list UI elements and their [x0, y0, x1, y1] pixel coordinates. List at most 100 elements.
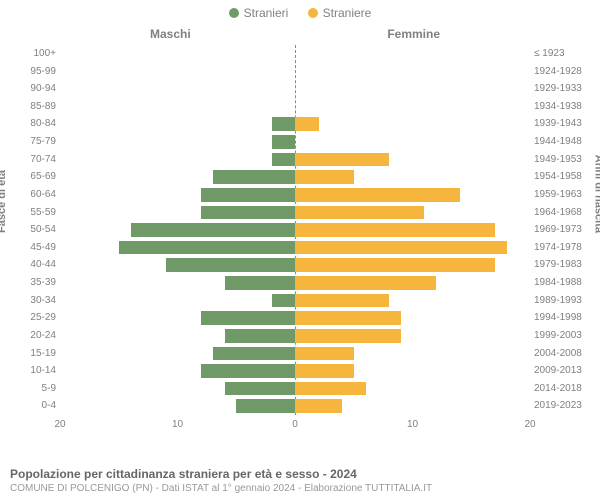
age-label: 85-89 [12, 98, 56, 116]
bar-female [295, 364, 354, 378]
bar-male [201, 364, 295, 378]
pyramid-rows: 100+≤ 192395-991924-192890-941929-193385… [60, 45, 530, 415]
bar-male [272, 153, 296, 167]
header-male: Maschi [150, 27, 191, 41]
bar-female [295, 206, 424, 220]
y-axis-left-label: Fasce di età [0, 170, 8, 233]
bar-male [201, 206, 295, 220]
bar-female [295, 276, 436, 290]
bar-female [295, 188, 460, 202]
birth-label: 1924-1928 [534, 63, 592, 81]
y-axis-right-label: Anni di nascita [592, 155, 600, 233]
pyramid-row: 90-941929-1933 [60, 80, 530, 98]
legend-female: Straniere [308, 6, 372, 20]
birth-label: 1969-1973 [534, 221, 592, 239]
bar-male [225, 329, 296, 343]
age-label: 55-59 [12, 204, 56, 222]
age-label: 70-74 [12, 151, 56, 169]
pyramid-row: 40-441979-1983 [60, 256, 530, 274]
pyramid-row: 30-341989-1993 [60, 292, 530, 310]
bar-female [295, 153, 389, 167]
bar-male [201, 188, 295, 202]
bar-male [272, 117, 296, 131]
birth-label: 1964-1968 [534, 204, 592, 222]
legend-male-label: Stranieri [244, 6, 289, 20]
legend-male: Stranieri [229, 6, 289, 20]
birth-label: 1959-1963 [534, 186, 592, 204]
birth-label: 1939-1943 [534, 115, 592, 133]
male-swatch [229, 8, 239, 18]
age-label: 10-14 [12, 362, 56, 380]
pyramid-row: 20-241999-2003 [60, 327, 530, 345]
age-label: 95-99 [12, 63, 56, 81]
chart-title: Popolazione per cittadinanza straniera p… [10, 467, 590, 481]
pyramid-row: 70-741949-1953 [60, 151, 530, 169]
pyramid-row: 5-92014-2018 [60, 380, 530, 398]
legend-female-label: Straniere [323, 6, 372, 20]
bar-female [295, 258, 495, 272]
birth-label: ≤ 1923 [534, 45, 592, 63]
age-label: 65-69 [12, 168, 56, 186]
birth-label: 1949-1953 [534, 151, 592, 169]
plot: 100+≤ 192395-991924-192890-941929-193385… [60, 45, 530, 415]
birth-label: 2019-2023 [534, 397, 592, 415]
age-label: 80-84 [12, 115, 56, 133]
x-tick: 10 [407, 419, 418, 430]
age-label: 5-9 [12, 380, 56, 398]
pyramid-row: 75-791944-1948 [60, 133, 530, 151]
birth-label: 1989-1993 [534, 292, 592, 310]
bar-male [272, 135, 296, 149]
birth-label: 1929-1933 [534, 80, 592, 98]
pyramid-row: 15-192004-2008 [60, 345, 530, 363]
pyramid-row: 35-391984-1988 [60, 274, 530, 292]
bar-male [119, 241, 295, 255]
x-tick: 20 [524, 419, 535, 430]
pyramid-row: 95-991924-1928 [60, 63, 530, 81]
age-label: 45-49 [12, 239, 56, 257]
bar-female [295, 311, 401, 325]
x-tick: 0 [292, 419, 298, 430]
birth-label: 1979-1983 [534, 256, 592, 274]
bar-female [295, 170, 354, 184]
x-axis: 201001020 [60, 419, 530, 435]
birth-label: 1999-2003 [534, 327, 592, 345]
header-female: Femmine [387, 27, 440, 41]
legend: Stranieri Straniere [0, 0, 600, 23]
bar-male [131, 223, 296, 237]
age-label: 40-44 [12, 256, 56, 274]
age-label: 75-79 [12, 133, 56, 151]
pyramid-row: 45-491974-1978 [60, 239, 530, 257]
pyramid-row: 25-291994-1998 [60, 309, 530, 327]
bar-female [295, 329, 401, 343]
age-label: 50-54 [12, 221, 56, 239]
age-label: 90-94 [12, 80, 56, 98]
age-label: 25-29 [12, 309, 56, 327]
pyramid-row: 100+≤ 1923 [60, 45, 530, 63]
bar-male [166, 258, 295, 272]
x-tick: 20 [54, 419, 65, 430]
age-label: 60-64 [12, 186, 56, 204]
birth-label: 2009-2013 [534, 362, 592, 380]
bar-female [295, 241, 507, 255]
bar-female [295, 117, 319, 131]
bar-male [272, 294, 296, 308]
bar-female [295, 223, 495, 237]
pyramid-row: 60-641959-1963 [60, 186, 530, 204]
chart-subtitle: COMUNE DI POLCENIGO (PN) - Dati ISTAT al… [10, 483, 590, 494]
bar-female [295, 399, 342, 413]
female-swatch [308, 8, 318, 18]
birth-label: 2014-2018 [534, 380, 592, 398]
birth-label: 1994-1998 [534, 309, 592, 327]
age-label: 35-39 [12, 274, 56, 292]
x-tick: 10 [172, 419, 183, 430]
chart-footer: Popolazione per cittadinanza straniera p… [10, 467, 590, 494]
bar-male [225, 276, 296, 290]
age-label: 100+ [12, 45, 56, 63]
bar-male [213, 170, 295, 184]
pyramid-row: 80-841939-1943 [60, 115, 530, 133]
birth-label: 1944-1948 [534, 133, 592, 151]
pyramid-row: 0-42019-2023 [60, 397, 530, 415]
age-label: 0-4 [12, 397, 56, 415]
bar-male [213, 347, 295, 361]
birth-label: 1954-1958 [534, 168, 592, 186]
